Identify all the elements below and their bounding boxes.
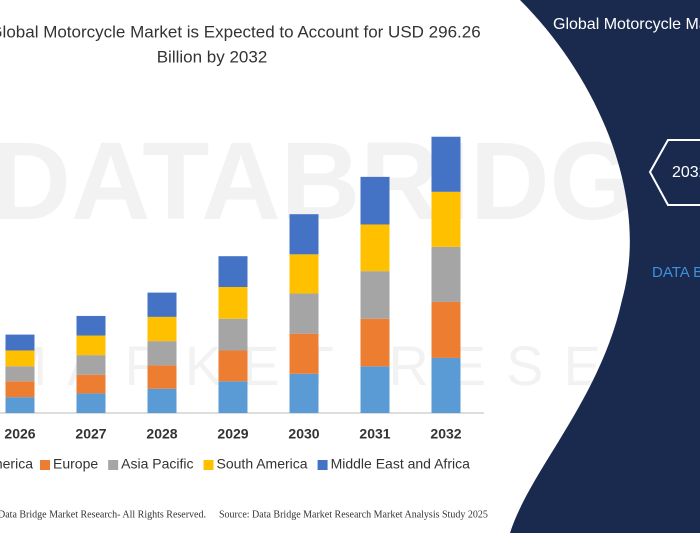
bar-segment	[218, 350, 248, 382]
bar-segment	[360, 366, 390, 413]
bar-segment	[147, 365, 177, 389]
bar-segment	[431, 301, 461, 358]
x-tick-label: 2030	[288, 426, 319, 442]
bar-segment	[76, 393, 106, 413]
bar-segment	[289, 214, 319, 255]
chart-subtitle: Billion by 2032	[157, 47, 268, 66]
bar-segment	[147, 341, 177, 366]
bar-segment	[360, 318, 390, 367]
bar-segment	[76, 374, 106, 394]
legend-swatch	[108, 460, 119, 470]
bar-segment	[5, 397, 35, 413]
side-brand: DATA BRIDGE	[652, 264, 700, 281]
legend-swatch	[203, 460, 214, 470]
bar-segment	[431, 246, 461, 302]
bar-segment	[5, 366, 35, 382]
bar-segment	[218, 256, 248, 287]
legend-swatch	[40, 460, 50, 470]
bar-segment	[289, 373, 319, 413]
bar-segment	[360, 176, 390, 225]
footer-right: Source: Data Bridge Market Research Mark…	[219, 509, 488, 520]
bar-segment	[76, 315, 106, 336]
bar-segment	[76, 355, 106, 375]
bar-segment	[147, 316, 177, 342]
bar-segment	[289, 254, 319, 294]
bar-segment	[5, 334, 35, 351]
bar-segment	[5, 381, 35, 398]
legend-label: Middle East and Africa	[331, 456, 471, 472]
bar-segment	[76, 335, 106, 356]
chart-title: Global Motorcycle Market is Expected to …	[0, 22, 481, 41]
x-tick-label: 2028	[146, 426, 177, 442]
bar-segment	[5, 350, 35, 367]
side-panel	[510, 0, 700, 533]
watermark-sub: MARKET RESEARCH	[0, 334, 700, 397]
bar-segment	[218, 381, 248, 413]
bar-segment	[147, 292, 177, 317]
x-tick-label: 2026	[4, 426, 35, 442]
bar-segment	[289, 293, 319, 334]
side-badge: 2032	[672, 164, 700, 181]
bar-segment	[289, 333, 319, 374]
bar-segment	[147, 388, 177, 413]
bar-segment	[431, 357, 461, 413]
x-tick-label: 2029	[217, 426, 248, 442]
bar-segment	[431, 191, 461, 247]
legend-label: North America	[0, 456, 33, 472]
badge-hexagon	[648, 139, 700, 206]
bar-segment	[431, 136, 461, 192]
bar-segment	[218, 318, 248, 351]
legend-label: Europe	[53, 456, 98, 472]
side-title: Global Motorcycle Market	[553, 16, 700, 33]
x-tick-label: 2032	[430, 426, 461, 442]
legend-label: South America	[217, 456, 308, 472]
x-tick-label: 2027	[75, 426, 106, 442]
bar-segment	[360, 224, 390, 272]
watermark: DATABRIDGE	[0, 120, 700, 243]
legend-swatch	[317, 460, 328, 470]
bar-segment	[218, 287, 248, 319]
footer-left: Data Bridge Market Research- All Rights …	[0, 509, 206, 520]
bar-segment	[360, 271, 390, 319]
legend-label: Asia Pacific	[121, 456, 193, 472]
x-tick-label: 2031	[359, 426, 390, 442]
